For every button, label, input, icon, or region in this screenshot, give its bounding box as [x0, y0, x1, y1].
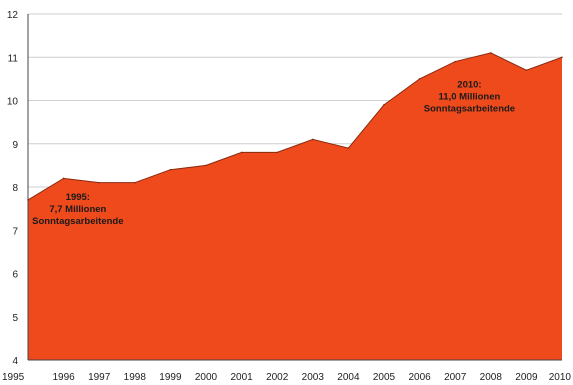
annotations: 1995:7,7 MillionenSonntagsarbeitende2010…: [32, 80, 515, 227]
data-point-2010: [561, 56, 563, 59]
annotation-1-line-1: 11,0 Millionen: [439, 92, 501, 103]
data-point-1998: [134, 181, 136, 184]
annotation-1-line-0: 2010:: [457, 80, 481, 91]
x-tick-label-2004: 2004: [337, 372, 360, 383]
annotation-0-line-2: Sonntagsarbeitende: [32, 216, 123, 227]
data-point-1999: [169, 168, 172, 171]
y-tick-label-4: 4: [12, 356, 18, 367]
annotation-0-line-1: 7,7 Millionen: [49, 204, 106, 215]
y-tick-label-5: 5: [12, 313, 18, 324]
x-tick-label-2009: 2009: [515, 372, 538, 383]
data-point-2009: [525, 69, 528, 72]
x-tick-label-2001: 2001: [230, 372, 253, 383]
x-tick-label-2002: 2002: [266, 372, 289, 383]
x-tick-label-1997: 1997: [88, 372, 111, 383]
x-tick-label-2008: 2008: [480, 372, 503, 383]
x-tick-label-1999: 1999: [159, 372, 182, 383]
x-tick-label-2000: 2000: [195, 372, 218, 383]
y-axis-tick-labels: 4 5 6 7 8 9 10 11 12: [7, 10, 19, 367]
data-point-2004: [347, 147, 350, 149]
data-point-2001: [240, 151, 243, 154]
data-point-1996: [62, 177, 65, 180]
axes: [27, 14, 562, 361]
data-point-2005: [383, 104, 385, 106]
x-tick-label-1996: 1996: [52, 372, 75, 383]
annotation-1-line-2: Sonntagsarbeitende: [424, 104, 515, 115]
x-tick-label-2007: 2007: [444, 372, 467, 383]
area-fill: [28, 52, 562, 361]
x-tick-label-2005: 2005: [373, 372, 396, 383]
area-top-line: [27, 52, 563, 201]
y-tick-label-8: 8: [12, 183, 18, 194]
y-tick-label-12: 12: [7, 10, 19, 21]
data-point-2002: [276, 151, 279, 154]
data-point-2006: [418, 78, 421, 80]
y-tick-label-6: 6: [12, 270, 18, 281]
data-point-2000: [205, 164, 207, 167]
y-tick-label-9: 9: [12, 140, 18, 151]
y-tick-label-7: 7: [12, 226, 18, 237]
data-point-2007: [454, 60, 457, 63]
data-point-1997: [98, 181, 100, 184]
x-tick-label-2006: 2006: [408, 372, 431, 383]
area-series: [27, 52, 563, 361]
x-tick-label-1998: 1998: [124, 372, 147, 383]
x-tick-label-2003: 2003: [302, 372, 325, 383]
annotation-0-line-0: 1995:: [66, 192, 90, 203]
data-point-2008: [490, 52, 492, 54]
x-tick-label-1995: 1995: [2, 372, 25, 383]
y-tick-label-11: 11: [8, 53, 19, 64]
y-tick-label-10: 10: [7, 97, 19, 108]
x-axis-tick-labels: 1995 1996 1997 1998 1999 2000 2001 2002 2003 2004…: [2, 372, 571, 383]
x-tick-label-2010: 2010: [549, 372, 572, 383]
data-point-2003: [312, 138, 314, 141]
